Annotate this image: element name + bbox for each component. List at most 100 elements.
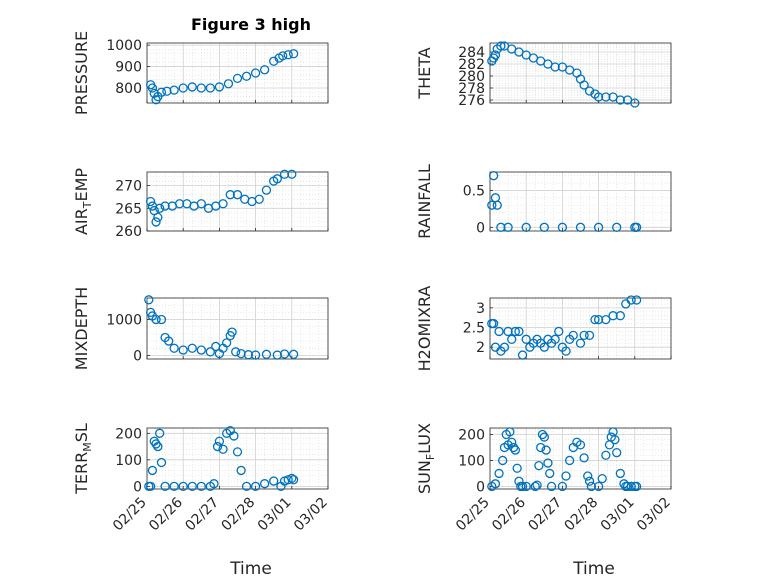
- y-axis-label: THETA: [415, 47, 434, 99]
- y-tick-label: 282: [458, 57, 485, 73]
- data-point: [487, 200, 497, 210]
- y-tick-label: 284: [458, 45, 485, 61]
- data-point: [612, 222, 622, 232]
- data-point: [579, 453, 589, 463]
- data-point: [288, 349, 299, 359]
- x-tick-label: 03/01: [255, 495, 295, 535]
- data-point: [536, 442, 546, 453]
- y-tick-label: 0: [476, 220, 485, 236]
- data-point: [174, 199, 185, 209]
- y-axis-label: PRESSURE: [72, 31, 91, 115]
- data-point: [144, 295, 154, 305]
- y-tick-label: 260: [115, 224, 142, 240]
- data-point: [615, 311, 625, 321]
- data-point: [601, 450, 611, 460]
- data-point: [597, 473, 607, 484]
- data-point: [584, 86, 595, 96]
- data-point: [584, 330, 595, 341]
- axes-box: [146, 427, 329, 490]
- data-point: [575, 338, 586, 348]
- data-point: [272, 174, 282, 184]
- data-point: [508, 442, 519, 453]
- data-point: [178, 345, 188, 355]
- data-point: [631, 295, 642, 305]
- data-point: [593, 314, 604, 325]
- data-point: [579, 80, 589, 90]
- data-point: [223, 79, 234, 89]
- x-axis-label-right: Time: [572, 559, 615, 579]
- y-tick-label: 2.5: [463, 321, 485, 337]
- data-point: [254, 194, 264, 204]
- data-point: [169, 85, 179, 95]
- data-point: [631, 222, 642, 232]
- data-point: [537, 429, 548, 440]
- data-point: [610, 435, 620, 445]
- data-point: [218, 444, 228, 454]
- data-point: [155, 203, 165, 213]
- data-point: [178, 481, 188, 491]
- axes-box: [146, 297, 329, 360]
- data-point: [539, 342, 549, 352]
- y-axis-label: RAINFALL: [415, 164, 434, 239]
- data-point: [205, 347, 216, 357]
- data-point: [160, 481, 170, 491]
- data-point: [147, 465, 158, 476]
- axes-background: [490, 172, 671, 231]
- data-point: [521, 222, 531, 232]
- y-tick-label: 3: [476, 301, 485, 317]
- data-point: [510, 326, 520, 337]
- data-point: [243, 350, 254, 360]
- data-point: [153, 441, 163, 452]
- data-point: [231, 347, 241, 357]
- data-point: [156, 87, 167, 97]
- data-point: [279, 169, 290, 179]
- data-point: [283, 50, 293, 60]
- data-point: [615, 468, 625, 479]
- x-tick-label: 02/28: [562, 495, 602, 535]
- data-point: [561, 471, 571, 481]
- data-point: [236, 465, 246, 476]
- data-point: [584, 476, 595, 486]
- y-tick-label: 900: [115, 60, 142, 76]
- data-point: [279, 349, 290, 359]
- data-point: [212, 441, 223, 452]
- y-tick-label: 280: [458, 69, 485, 85]
- data-point: [214, 82, 225, 92]
- data-point: [490, 479, 501, 489]
- y-axis-label: SUNFLUX: [415, 423, 437, 494]
- data-point: [622, 481, 633, 492]
- data-point: [530, 481, 540, 492]
- data-point: [630, 98, 640, 108]
- data-point: [512, 463, 522, 473]
- subplot-mixdepth: 0 1000 MIXDEPTH: [72, 287, 329, 370]
- y-tick-label: 100: [458, 453, 485, 469]
- data-point: [147, 83, 158, 93]
- data-point: [601, 314, 611, 325]
- data-point: [514, 326, 524, 337]
- x-tick-label: 03/01: [598, 495, 638, 535]
- data-point: [261, 185, 272, 195]
- data-point: [507, 437, 517, 447]
- data-point: [209, 479, 219, 489]
- data-point: [593, 222, 604, 232]
- data-point: [145, 196, 156, 207]
- data-point: [169, 343, 179, 353]
- data-point: [517, 350, 528, 360]
- x-axis-label-left: Time: [229, 559, 272, 579]
- data-point: [214, 436, 225, 446]
- data-point: [608, 311, 618, 321]
- data-point: [583, 471, 593, 481]
- data-point: [272, 350, 282, 360]
- x-tick-label: 02/26: [489, 494, 529, 534]
- data-point: [187, 343, 197, 353]
- data-point: [187, 82, 197, 92]
- data-point: [499, 342, 510, 352]
- data-point: [250, 350, 261, 360]
- data-point: [498, 455, 508, 466]
- data-point: [494, 326, 504, 337]
- data-point: [196, 481, 206, 491]
- data-point: [539, 432, 549, 442]
- data-point: [593, 92, 604, 102]
- data-point: [205, 83, 216, 93]
- x-tick-label: 03/02: [634, 495, 674, 535]
